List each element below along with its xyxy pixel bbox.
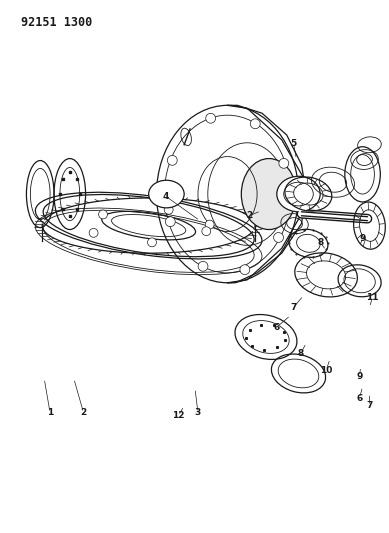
Circle shape bbox=[240, 265, 250, 274]
Circle shape bbox=[202, 227, 211, 236]
Text: 2: 2 bbox=[81, 408, 87, 417]
Circle shape bbox=[279, 158, 289, 168]
Text: 6: 6 bbox=[356, 393, 363, 402]
Text: 7: 7 bbox=[290, 303, 297, 312]
Circle shape bbox=[164, 205, 173, 214]
Circle shape bbox=[89, 229, 98, 237]
Text: 10: 10 bbox=[320, 366, 332, 375]
Text: 1: 1 bbox=[47, 408, 53, 417]
Circle shape bbox=[273, 232, 284, 243]
Circle shape bbox=[205, 220, 214, 229]
Text: 92151 1300: 92151 1300 bbox=[21, 15, 92, 29]
Text: 11: 11 bbox=[366, 293, 378, 302]
Ellipse shape bbox=[149, 180, 184, 208]
Ellipse shape bbox=[277, 176, 320, 212]
Circle shape bbox=[165, 217, 175, 227]
Ellipse shape bbox=[241, 158, 296, 230]
Text: 6: 6 bbox=[274, 322, 280, 332]
Text: 7: 7 bbox=[366, 401, 373, 410]
Circle shape bbox=[167, 156, 177, 165]
Text: 2: 2 bbox=[246, 211, 252, 220]
Circle shape bbox=[98, 210, 107, 219]
Text: 5: 5 bbox=[291, 139, 297, 148]
Circle shape bbox=[198, 261, 208, 271]
Circle shape bbox=[250, 119, 260, 128]
Text: 12: 12 bbox=[172, 411, 184, 421]
Text: 9: 9 bbox=[356, 372, 363, 381]
Circle shape bbox=[206, 114, 216, 123]
Text: 3: 3 bbox=[195, 408, 201, 417]
Circle shape bbox=[147, 238, 156, 247]
Text: 8: 8 bbox=[297, 349, 303, 358]
Text: 9: 9 bbox=[359, 234, 366, 243]
Text: 4: 4 bbox=[162, 191, 168, 200]
Text: 8: 8 bbox=[317, 238, 323, 247]
